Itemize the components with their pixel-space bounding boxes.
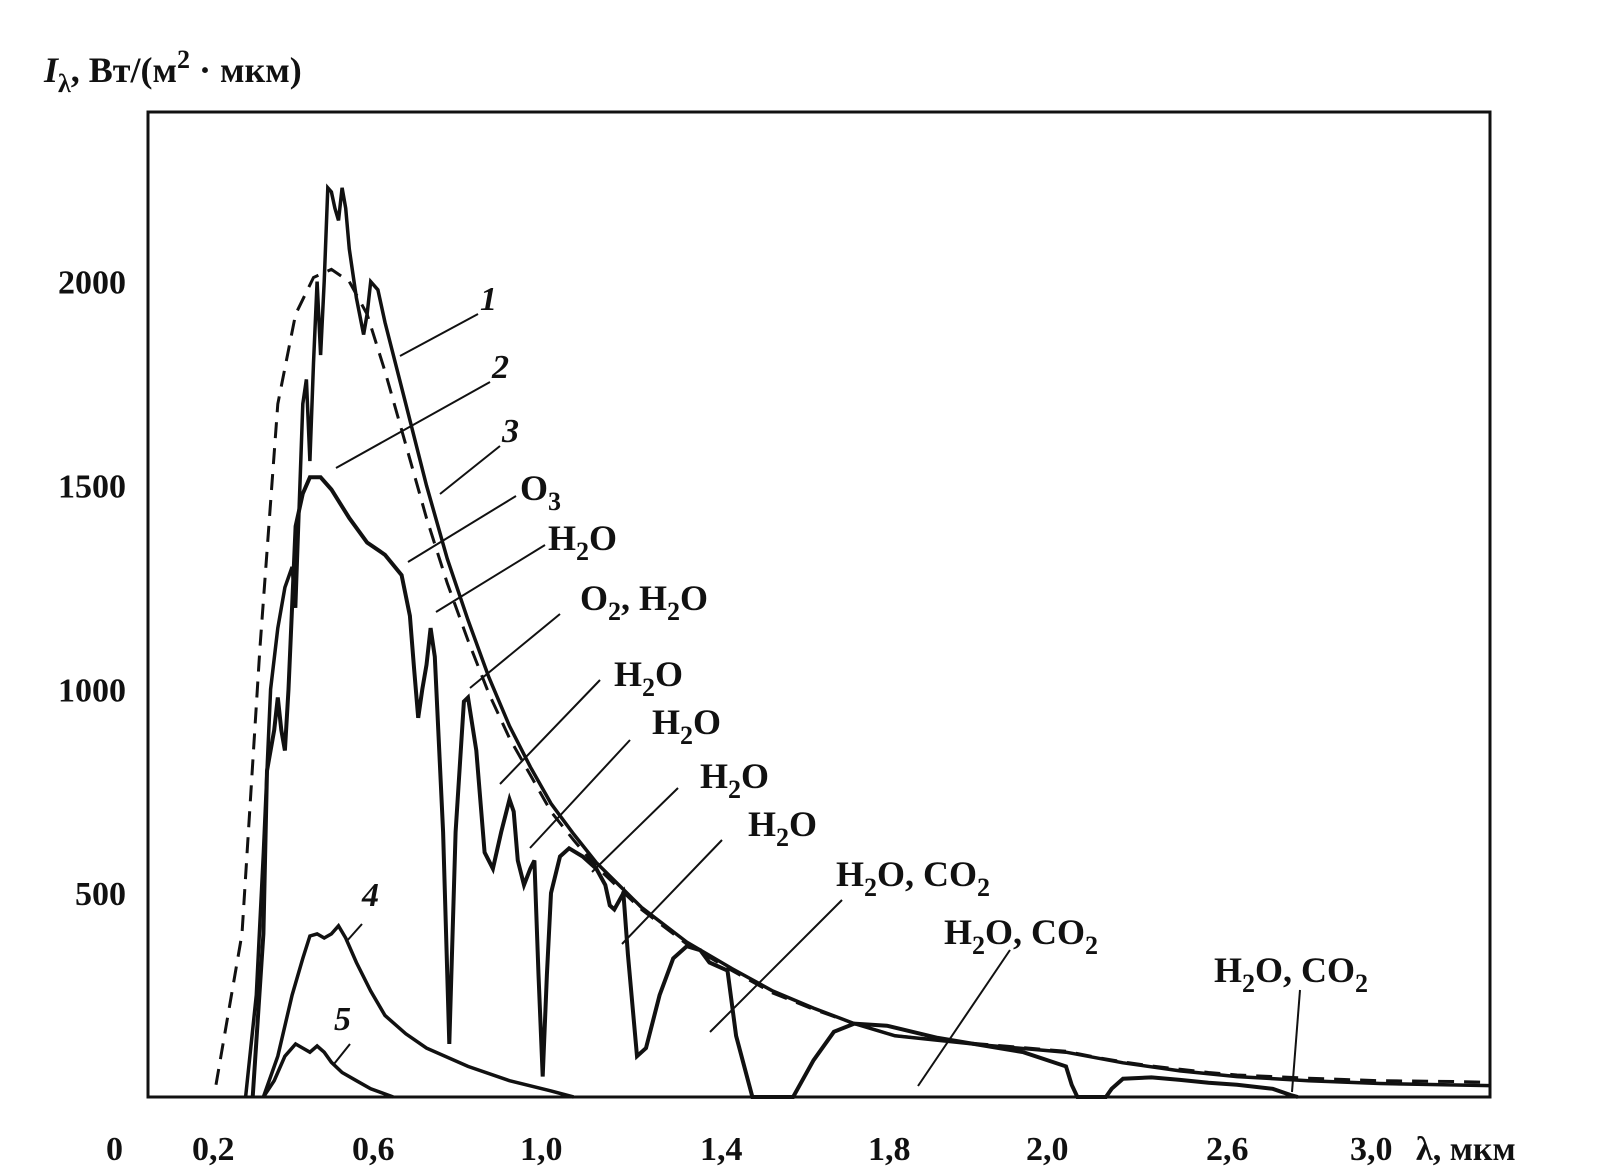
- absorption-leaders: [407, 495, 1301, 1093]
- absorption-label: O3: [520, 468, 561, 516]
- x-tick-label: 3,0: [1350, 1131, 1393, 1168]
- x-tick-label: 1,4: [700, 1131, 743, 1168]
- series-curve-3: [250, 475, 1299, 1099]
- x-tick-label: 0,2: [192, 1131, 235, 1168]
- y-tick-label: 2000: [58, 265, 126, 302]
- y-axis-title: Iλ, Вт/(м2 · мкм): [43, 45, 302, 98]
- x-tick-label: 0,6: [352, 1131, 395, 1168]
- x-axis-title: λ, мкм: [1416, 1131, 1516, 1168]
- x-tick-label: 1,0: [520, 1131, 563, 1168]
- absorption-label: H2O, CO2: [1214, 950, 1368, 998]
- curve-label-5: 5: [334, 1001, 351, 1038]
- absorption-label: H2O: [700, 756, 769, 804]
- y-tick-label: 1500: [58, 469, 126, 506]
- curve-label-3: 3: [501, 413, 519, 450]
- absorption-label: H2O: [614, 654, 683, 702]
- y-tick-label: 1000: [58, 672, 126, 709]
- curve-leaders: [333, 313, 501, 1065]
- y-tick-labels: 500 1000 1500 2000: [58, 265, 126, 913]
- x-origin-label: 0: [106, 1131, 123, 1168]
- x-tick-label: 2,6: [1206, 1131, 1249, 1168]
- curve-label-4: 4: [361, 877, 379, 914]
- x-tick-label: 1,8: [868, 1131, 911, 1168]
- plot-frame: [146, 110, 1492, 1099]
- curve-label-2: 2: [491, 349, 509, 386]
- series-curve-4: [261, 922, 575, 1099]
- absorption-label: H2O: [548, 518, 617, 566]
- absorption-label: H2O, CO2: [836, 854, 990, 902]
- series-curve-5: [261, 1041, 394, 1099]
- absorption-label: H2O, CO2: [944, 912, 1098, 960]
- absorption-label: O2, H2O: [580, 578, 708, 626]
- absorption-label: H2O: [652, 702, 721, 750]
- absorption-label: H2O: [748, 804, 817, 852]
- y-tick-label: 500: [75, 876, 126, 913]
- curve-label-1: 1: [480, 281, 497, 318]
- x-tick-label: 2,0: [1026, 1131, 1069, 1168]
